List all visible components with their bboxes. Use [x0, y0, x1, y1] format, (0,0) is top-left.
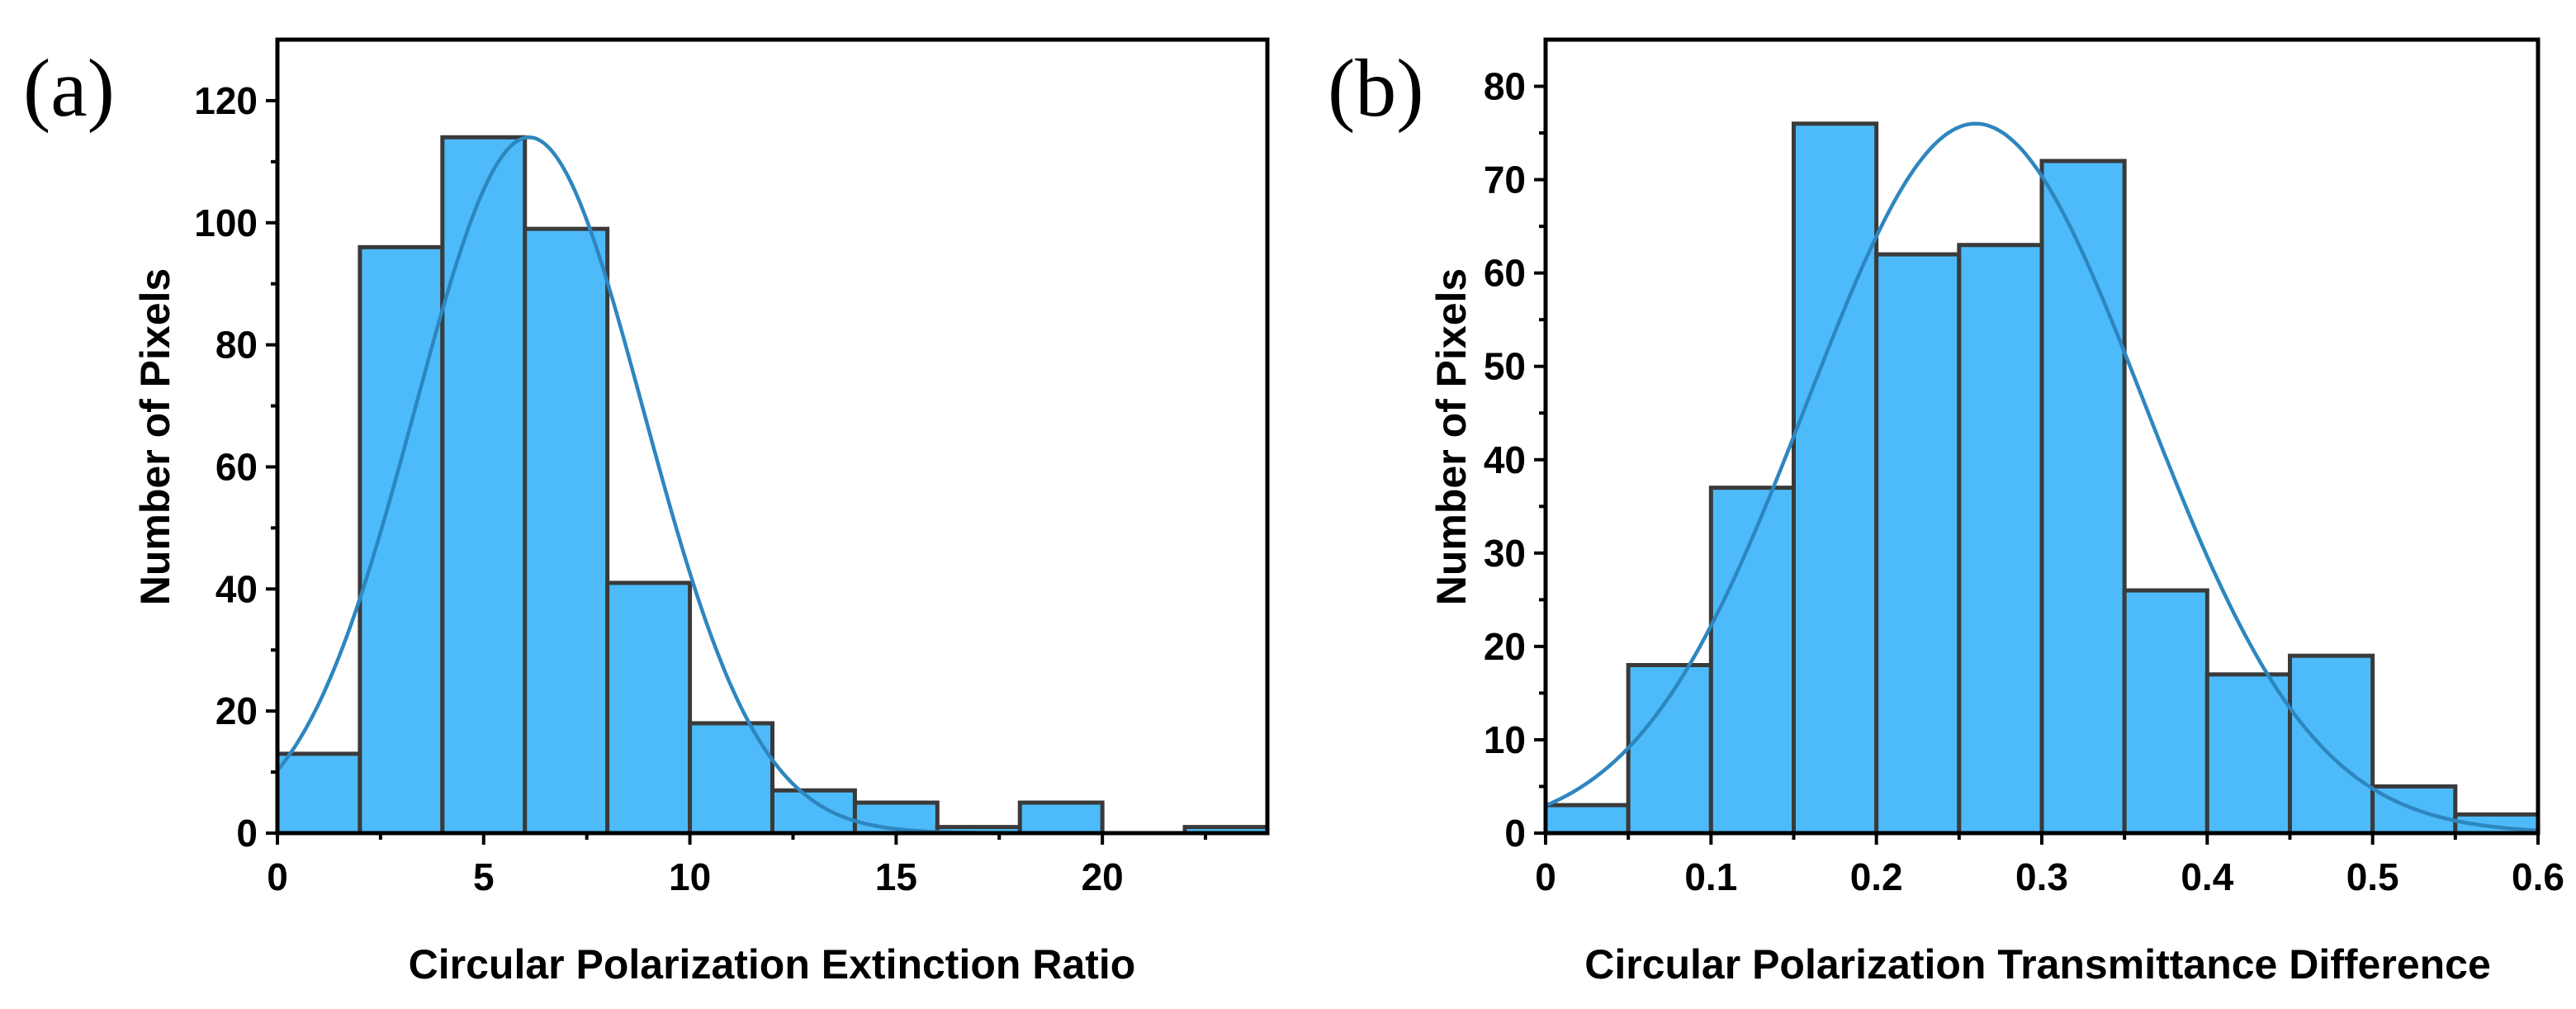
- panel-a-xtick-label-3: 15: [875, 855, 917, 898]
- panel-b-ytick-label-5: 50: [1484, 345, 1526, 388]
- panel-b-bar-5: [1957, 243, 2044, 836]
- panel-a-xtick-label-4: 20: [1082, 855, 1124, 898]
- panel-b-ytick-label-8: 80: [1484, 65, 1526, 108]
- panel-a-xtick-label-2: 10: [669, 855, 711, 898]
- panel-b-ytick-label-2: 20: [1484, 625, 1526, 668]
- panel-b-ytick-label-7: 70: [1484, 159, 1526, 201]
- panel-b-ytick-label-0: 0: [1504, 812, 1526, 855]
- panel-b-y-axis-title: Number of Pixels: [1428, 268, 1475, 605]
- panel-a-ytick-label-5: 100: [194, 201, 258, 244]
- panel-a-bar-0: [275, 751, 362, 836]
- panel-a-ytick-label-6: 120: [194, 79, 258, 122]
- panel-b-xtick-label-4: 0.4: [2181, 855, 2233, 898]
- panel-b-xtick-label-0: 0: [1535, 855, 1556, 898]
- panel-a-bar-3: [523, 226, 610, 836]
- panel-b-ytick-label-3: 30: [1484, 532, 1526, 575]
- panel-b-ytick-label-1: 10: [1484, 718, 1526, 761]
- panel-a-bar-2: [440, 135, 528, 836]
- panel-a-xtick-label-0: 0: [267, 855, 288, 898]
- panel-b-bar-1: [1626, 662, 1713, 836]
- panel-b-bar-7: [2122, 588, 2209, 836]
- panel-a-bar-1: [358, 244, 445, 836]
- panel-b-gaussian-fit-line: [1545, 121, 2539, 832]
- panel-b-xtick-label-1: 0.1: [1684, 855, 1737, 898]
- panel-b-bar-0: [1543, 803, 1631, 836]
- panel-a-y-axis-title: Number of Pixels: [132, 268, 178, 605]
- panel-b-bar-6: [2039, 159, 2127, 836]
- panel-a-xtick-label-1: 5: [473, 855, 495, 898]
- panel-a-plot-frame: [275, 37, 1270, 836]
- panel-a-ytick-label-2: 40: [215, 567, 258, 610]
- panel-a-bar-6: [770, 788, 857, 836]
- panel-a-bar-4: [605, 580, 693, 836]
- panel-b-bar-4: [1874, 252, 1962, 836]
- panel-b-xtick-label-6: 0.6: [2512, 855, 2564, 898]
- panel-b-xtick-label-5: 0.5: [2346, 855, 2399, 898]
- panel-b-ytick-label-4: 40: [1484, 438, 1526, 481]
- panel-b-xtick-label-2: 0.2: [1850, 855, 1903, 898]
- panel-a-label: (a): [23, 42, 115, 134]
- panel-a-ytick-label-0: 0: [236, 812, 258, 855]
- panel-b-bar-8: [2204, 672, 2292, 836]
- panel-b-x-axis-title: Circular Polarization Transmittance Diff…: [1584, 941, 2491, 988]
- panel-b-ytick-label-6: 60: [1484, 252, 1526, 295]
- panel-b-bar-9: [2288, 653, 2375, 836]
- panel-a-bar-9: [1017, 800, 1105, 836]
- panel-a-histogram: 0 20 40 60 80 100 120 0 5 10 15 20 Number of Pixels C…: [23, 37, 1270, 988]
- panel-b-xtick-label-3: 0.3: [2015, 855, 2068, 898]
- panel-b-bar-3: [1792, 121, 1879, 836]
- panel-a-x-axis-title: Circular Polarization Extinction Ratio: [409, 941, 1136, 988]
- panel-a-ytick-label-3: 60: [215, 445, 258, 488]
- panel-b-label: (b): [1328, 42, 1424, 134]
- panel-a-ytick-label-4: 80: [215, 324, 258, 367]
- panel-b-histogram: 0 10 20 30 40 50 60 70 80 0 0.1 0.2 0.3 0.4 0.5 0.6 Numb…: [1328, 37, 2564, 988]
- panel-a-ytick-label-1: 20: [215, 689, 258, 732]
